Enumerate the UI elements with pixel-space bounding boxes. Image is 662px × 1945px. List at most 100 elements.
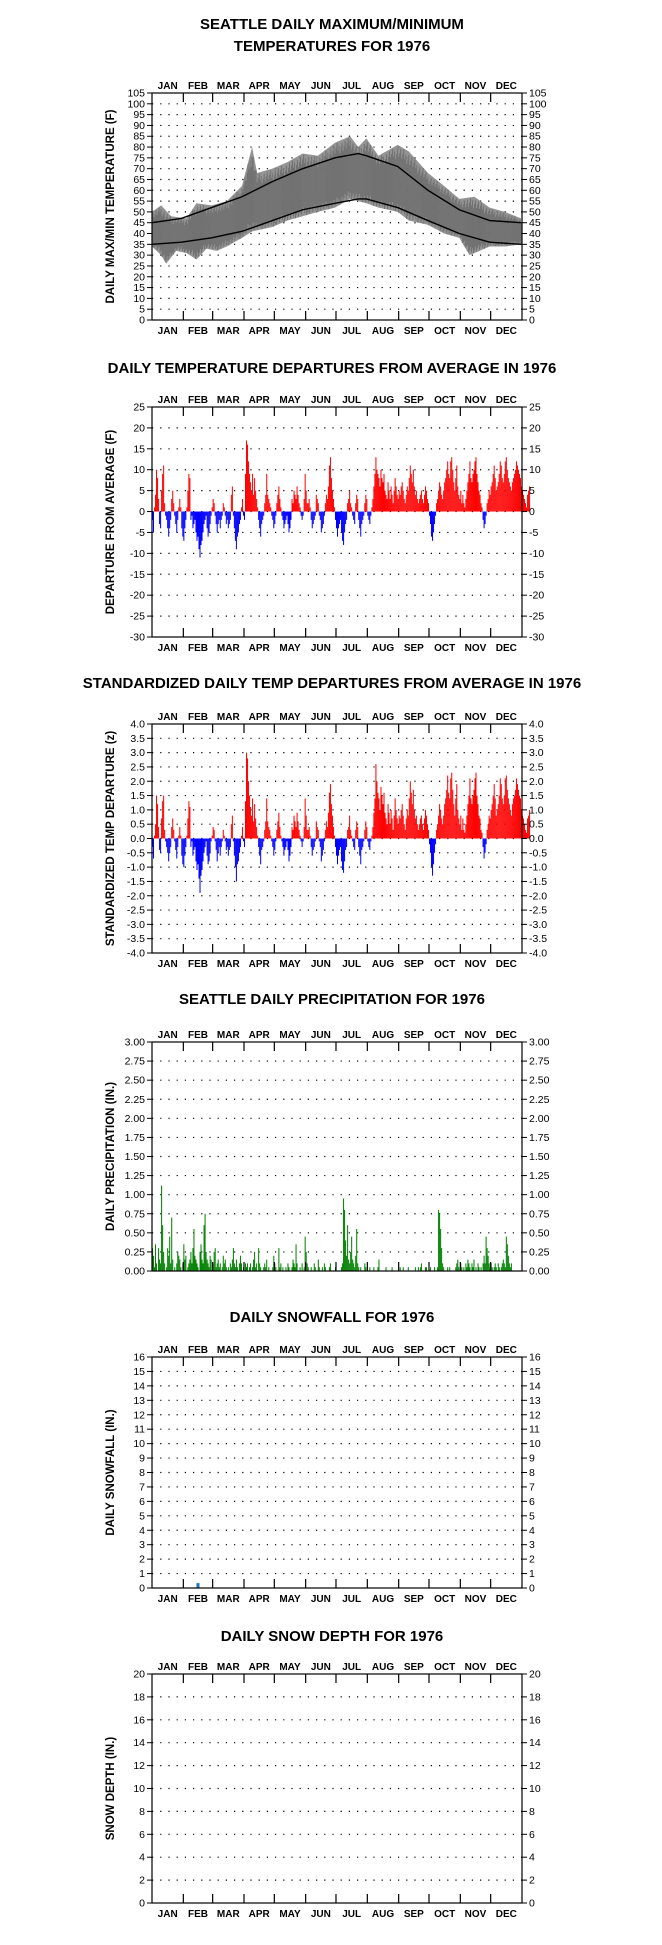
data-bar [379, 486, 381, 512]
data-bar [238, 511, 240, 525]
y-tick-label-left: 0.50 [125, 1227, 146, 1239]
data-bar [154, 1267, 156, 1271]
data-bar [391, 494, 393, 512]
data-bar [284, 511, 286, 525]
data-bar [264, 829, 266, 839]
data-bar [462, 494, 464, 512]
data-bar [333, 835, 335, 839]
data-bar [422, 829, 424, 839]
data-bar [493, 1267, 495, 1271]
y-tick-label-left: 4 [139, 1852, 145, 1864]
data-bar [275, 1267, 277, 1271]
y-tick-label-right: 2.75 [529, 1056, 550, 1068]
y-tick-label-right: 60 [529, 185, 541, 197]
data-bar [217, 838, 219, 853]
data-bar [402, 815, 404, 839]
data-bar [474, 778, 476, 839]
data-bar [513, 473, 515, 512]
data-bar [354, 1267, 356, 1271]
data-bar [331, 815, 333, 839]
month-label-bottom: OCT [434, 959, 455, 970]
data-bar [306, 829, 308, 839]
data-bar [512, 798, 514, 839]
data-bar [419, 818, 421, 839]
data-bar [426, 824, 428, 839]
data-bar [525, 829, 527, 839]
data-bar [233, 838, 235, 856]
data-bar [294, 494, 296, 512]
data-bar [275, 838, 277, 842]
month-label-bottom: JUN [311, 959, 331, 970]
data-bar [166, 511, 168, 520]
y-tick-label-right: 10 [529, 293, 541, 305]
data-bar [311, 838, 313, 856]
data-bar [367, 838, 369, 842]
data-bar [291, 499, 293, 512]
data-bar [425, 490, 427, 512]
data-bar [167, 1248, 169, 1271]
y-axis-label: DAILY PRECIPITATION (IN.) [105, 1082, 117, 1231]
data-bar [443, 490, 445, 512]
data-bar [181, 838, 183, 856]
y-tick-label-right: 20 [529, 271, 541, 283]
data-bar [169, 838, 171, 853]
data-bar [296, 812, 298, 839]
data-bar [313, 1263, 315, 1271]
chart-maxmin: SEATTLE DAILY MAXIMUM/MINIMUM TEMPERATURE… [105, 16, 547, 337]
data-bar [224, 838, 226, 842]
data-bar [228, 511, 230, 525]
month-label-top: AUG [372, 1662, 394, 1673]
data-bar [481, 832, 483, 839]
y-tick-label-left: 45 [133, 217, 145, 229]
data-bar [338, 511, 340, 529]
data-bar [319, 511, 321, 520]
month-label-bottom: JUL [342, 326, 361, 337]
data-bar [421, 499, 423, 512]
month-label-top: APR [249, 712, 271, 723]
data-bar [210, 1259, 212, 1271]
data-bar [153, 838, 155, 859]
month-label-top: MAR [217, 81, 241, 92]
data-bar [230, 494, 232, 512]
y-tick-label-left: 5 [139, 304, 145, 316]
data-bar [167, 511, 169, 529]
y-tick-label-right: 8 [529, 1467, 535, 1479]
y-tick-label-right: 6 [529, 1496, 535, 1508]
data-bar [328, 792, 330, 839]
data-bar [257, 507, 259, 512]
data-bar [310, 511, 312, 520]
data-bar [233, 511, 235, 529]
data-bar [498, 1267, 500, 1271]
y-tick-label-right: 4 [529, 1852, 535, 1864]
data-bar [456, 465, 458, 512]
data-bar [240, 835, 242, 839]
data-bar [285, 838, 287, 848]
data-bar [344, 838, 346, 862]
data-bar [184, 1259, 186, 1271]
data-bar [154, 507, 156, 512]
data-bar [252, 473, 254, 512]
data-bar [479, 494, 481, 512]
data-bar [392, 503, 394, 512]
data-bar [318, 511, 320, 516]
data-bar [430, 1267, 432, 1271]
data-bar [477, 804, 479, 839]
data-bar [157, 804, 159, 839]
data-bar [516, 784, 518, 839]
data-bar [305, 815, 307, 839]
data-bar [398, 490, 400, 512]
data-bar [509, 1267, 511, 1271]
month-label-top: DEC [496, 395, 517, 406]
data-bar [314, 1267, 316, 1271]
y-tick-label-left: 12 [133, 1409, 145, 1421]
data-bar [191, 838, 193, 842]
y-tick-label-right: 80 [529, 142, 541, 154]
data-bar [200, 511, 202, 545]
data-bar [354, 511, 356, 525]
data-bar [466, 490, 468, 512]
data-bar [447, 1267, 449, 1271]
data-bar [382, 804, 384, 839]
y-tick-label-right: 11 [529, 1424, 540, 1436]
data-bar [489, 818, 491, 839]
y-tick-label-right: 2.00 [529, 1113, 550, 1125]
